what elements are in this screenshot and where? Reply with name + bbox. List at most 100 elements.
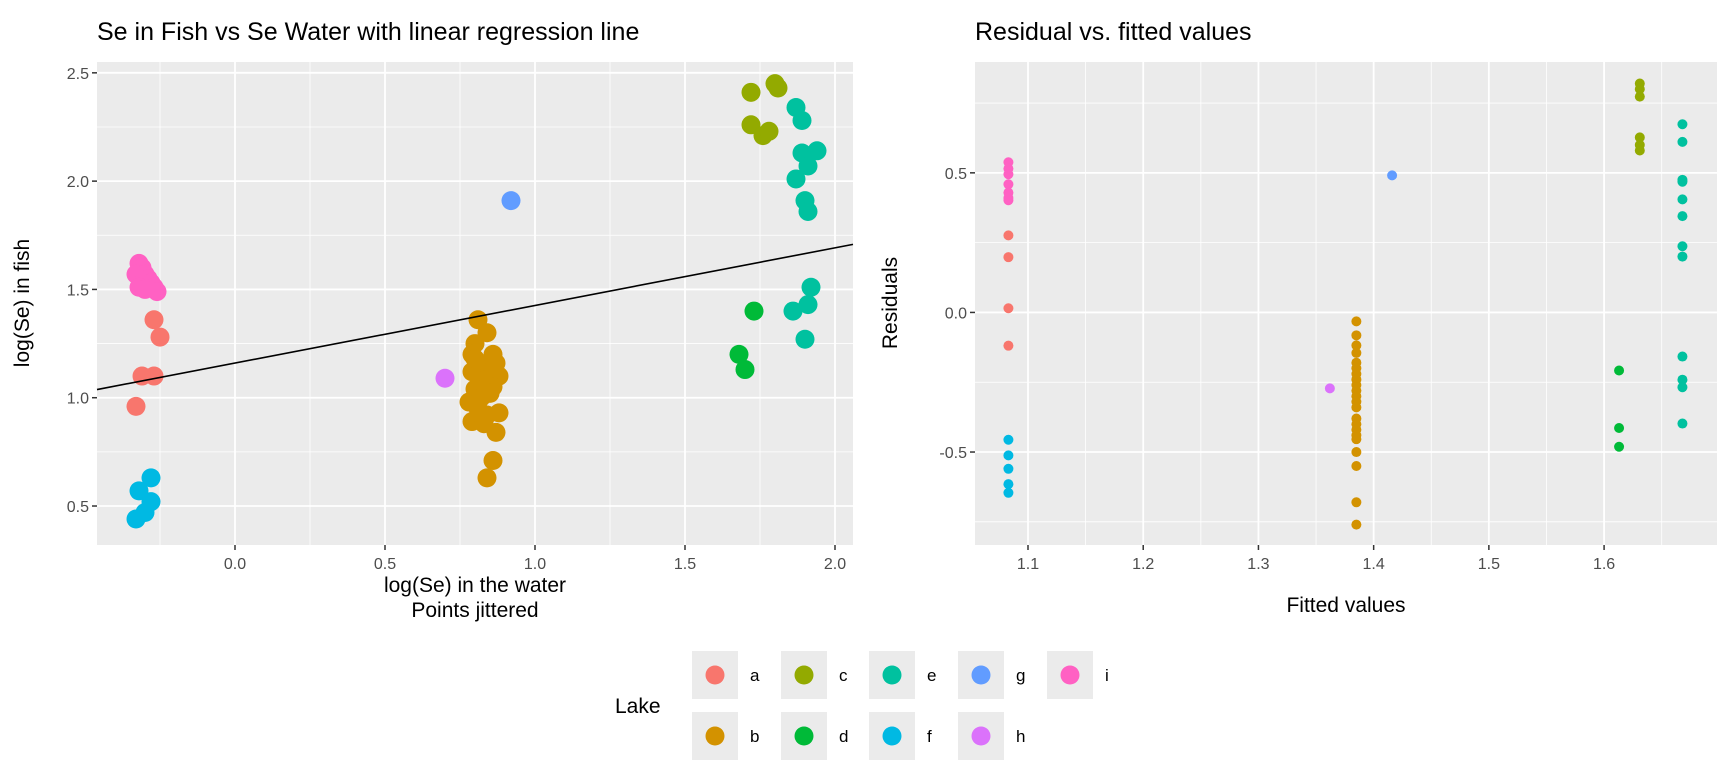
data-point-lake-d [729,344,749,364]
x-tick-label: 1.3 [1247,556,1269,573]
plot-background [975,62,1717,545]
residual-point-lake-d [1614,441,1625,452]
data-point-lake-f [126,509,146,529]
legend-label: b [750,727,759,746]
y-tick-label: 0.5 [945,166,967,183]
residual-point-lake-c [1634,84,1645,95]
residual-point-lake-f [1003,479,1014,490]
regression-line [96,243,854,391]
residual-point-lake-f [1003,487,1014,498]
x-tick-label: 0.5 [374,556,396,573]
residual-panel: 1.1 1.2 1.3 1.4 1.5 1.6 -0.5 0.0 0.5 [939,62,1717,573]
residual-point-lake-e [1677,382,1688,393]
data-point-lake-h [435,368,455,388]
data-point-lake-b [480,383,500,403]
residual-point-lake-e [1677,176,1688,187]
y-tick-label: 1.5 [67,282,89,299]
residual-point-lake-b [1351,497,1362,508]
legend-label: c [839,666,848,685]
y-tick-label: 2.5 [67,66,89,83]
x-tick-label: 1.4 [1363,556,1385,573]
legend-label: f [927,727,932,746]
data-point-lake-i [135,279,155,299]
x-tick-label: 1.5 [1478,556,1500,573]
y-tick-label: 0.0 [945,305,967,322]
legend-label: h [1016,727,1025,746]
legend-label: d [839,727,848,746]
residual-point-lake-a [1003,230,1014,241]
residual-point-lake-i [1003,179,1014,190]
residual-point-lake-b [1351,347,1362,358]
x-tick-label: 1.2 [1132,556,1154,573]
legend-label: a [750,666,760,685]
residual-point-lake-a [1003,252,1014,263]
data-point-lake-f [141,468,161,488]
residual-point-lake-a [1003,340,1014,351]
residual-point-lake-e [1677,194,1688,205]
x-tick-label: 1.0 [524,556,546,573]
legend-swatch [882,726,902,746]
x-tick-label: 1.1 [1017,556,1039,573]
residual-point-lake-e [1677,374,1688,385]
y-tick-label: -0.5 [939,445,967,462]
legend-swatch [794,665,814,685]
residual-point-lake-d [1614,365,1625,376]
y-tick-label: 2.0 [67,174,89,191]
legend-item-h: h [958,712,1025,760]
data-point-lake-a [126,396,146,416]
data-point-lake-e [786,169,806,189]
data-point-lake-e [798,295,818,315]
chart-title-right: Residual vs. fitted values [975,18,1252,46]
residual-point-lake-b [1351,460,1362,471]
data-point-lake-c [759,121,779,141]
data-point-lake-b [486,422,506,442]
x-axis-subtitle-left: Points jittered [411,599,538,622]
data-point-lake-a [144,310,164,330]
legend-item-b: b [692,712,759,760]
residual-point-lake-b [1351,519,1362,530]
scatter-panel-fish-vs-water: 0.0 0.5 1.0 1.5 2.0 0.5 1.0 1.5 2.0 2.5 [67,62,854,573]
residual-point-lake-b [1351,402,1362,413]
legend-swatch [705,665,725,685]
data-point-lake-a [144,366,164,386]
y-tick-label: 1.0 [67,391,89,408]
data-point-lake-e [783,301,803,321]
residual-point-lake-f [1003,434,1014,445]
residual-point-lake-b [1351,447,1362,458]
plot-background [97,62,853,545]
legend-item-c: c [781,651,848,699]
x-axis-label-right: Fitted values [1286,594,1405,617]
x-tick-label: 1.6 [1593,556,1615,573]
y-axis-label-right: Residuals [879,257,902,349]
legend-item-a: a [692,651,760,699]
legend-label: e [927,666,936,685]
data-point-lake-e [798,156,818,176]
data-point-lake-e [792,110,812,130]
y-tick-label: 0.5 [67,499,89,516]
data-point-lake-b [489,403,509,423]
residual-point-lake-h [1324,383,1335,394]
data-point-lake-d [735,360,755,380]
x-axis-label-left: log(Se) in the water [384,574,566,597]
x-tick-label: 1.5 [674,556,696,573]
residual-point-lake-e [1677,351,1688,362]
residual-point-lake-f [1003,463,1014,474]
data-point-lake-b [483,451,503,471]
residual-point-lake-b [1351,330,1362,341]
data-point-lake-g [501,191,521,211]
residual-point-lake-e [1677,119,1688,130]
legend-item-i: i [1047,651,1109,699]
residual-point-lake-e [1677,211,1688,222]
residual-point-lake-c [1634,132,1645,143]
legend: Lake a b c d e f g h i [615,651,1109,760]
residual-point-lake-b [1351,340,1362,351]
data-point-lake-b [465,349,485,369]
data-point-lake-d [744,301,764,321]
residual-point-lake-d [1614,423,1625,434]
legend-label: g [1016,666,1025,685]
legend-item-f: f [869,712,932,760]
legend-label: i [1105,666,1109,685]
residual-point-lake-g [1387,170,1398,181]
data-point-lake-e [795,329,815,349]
